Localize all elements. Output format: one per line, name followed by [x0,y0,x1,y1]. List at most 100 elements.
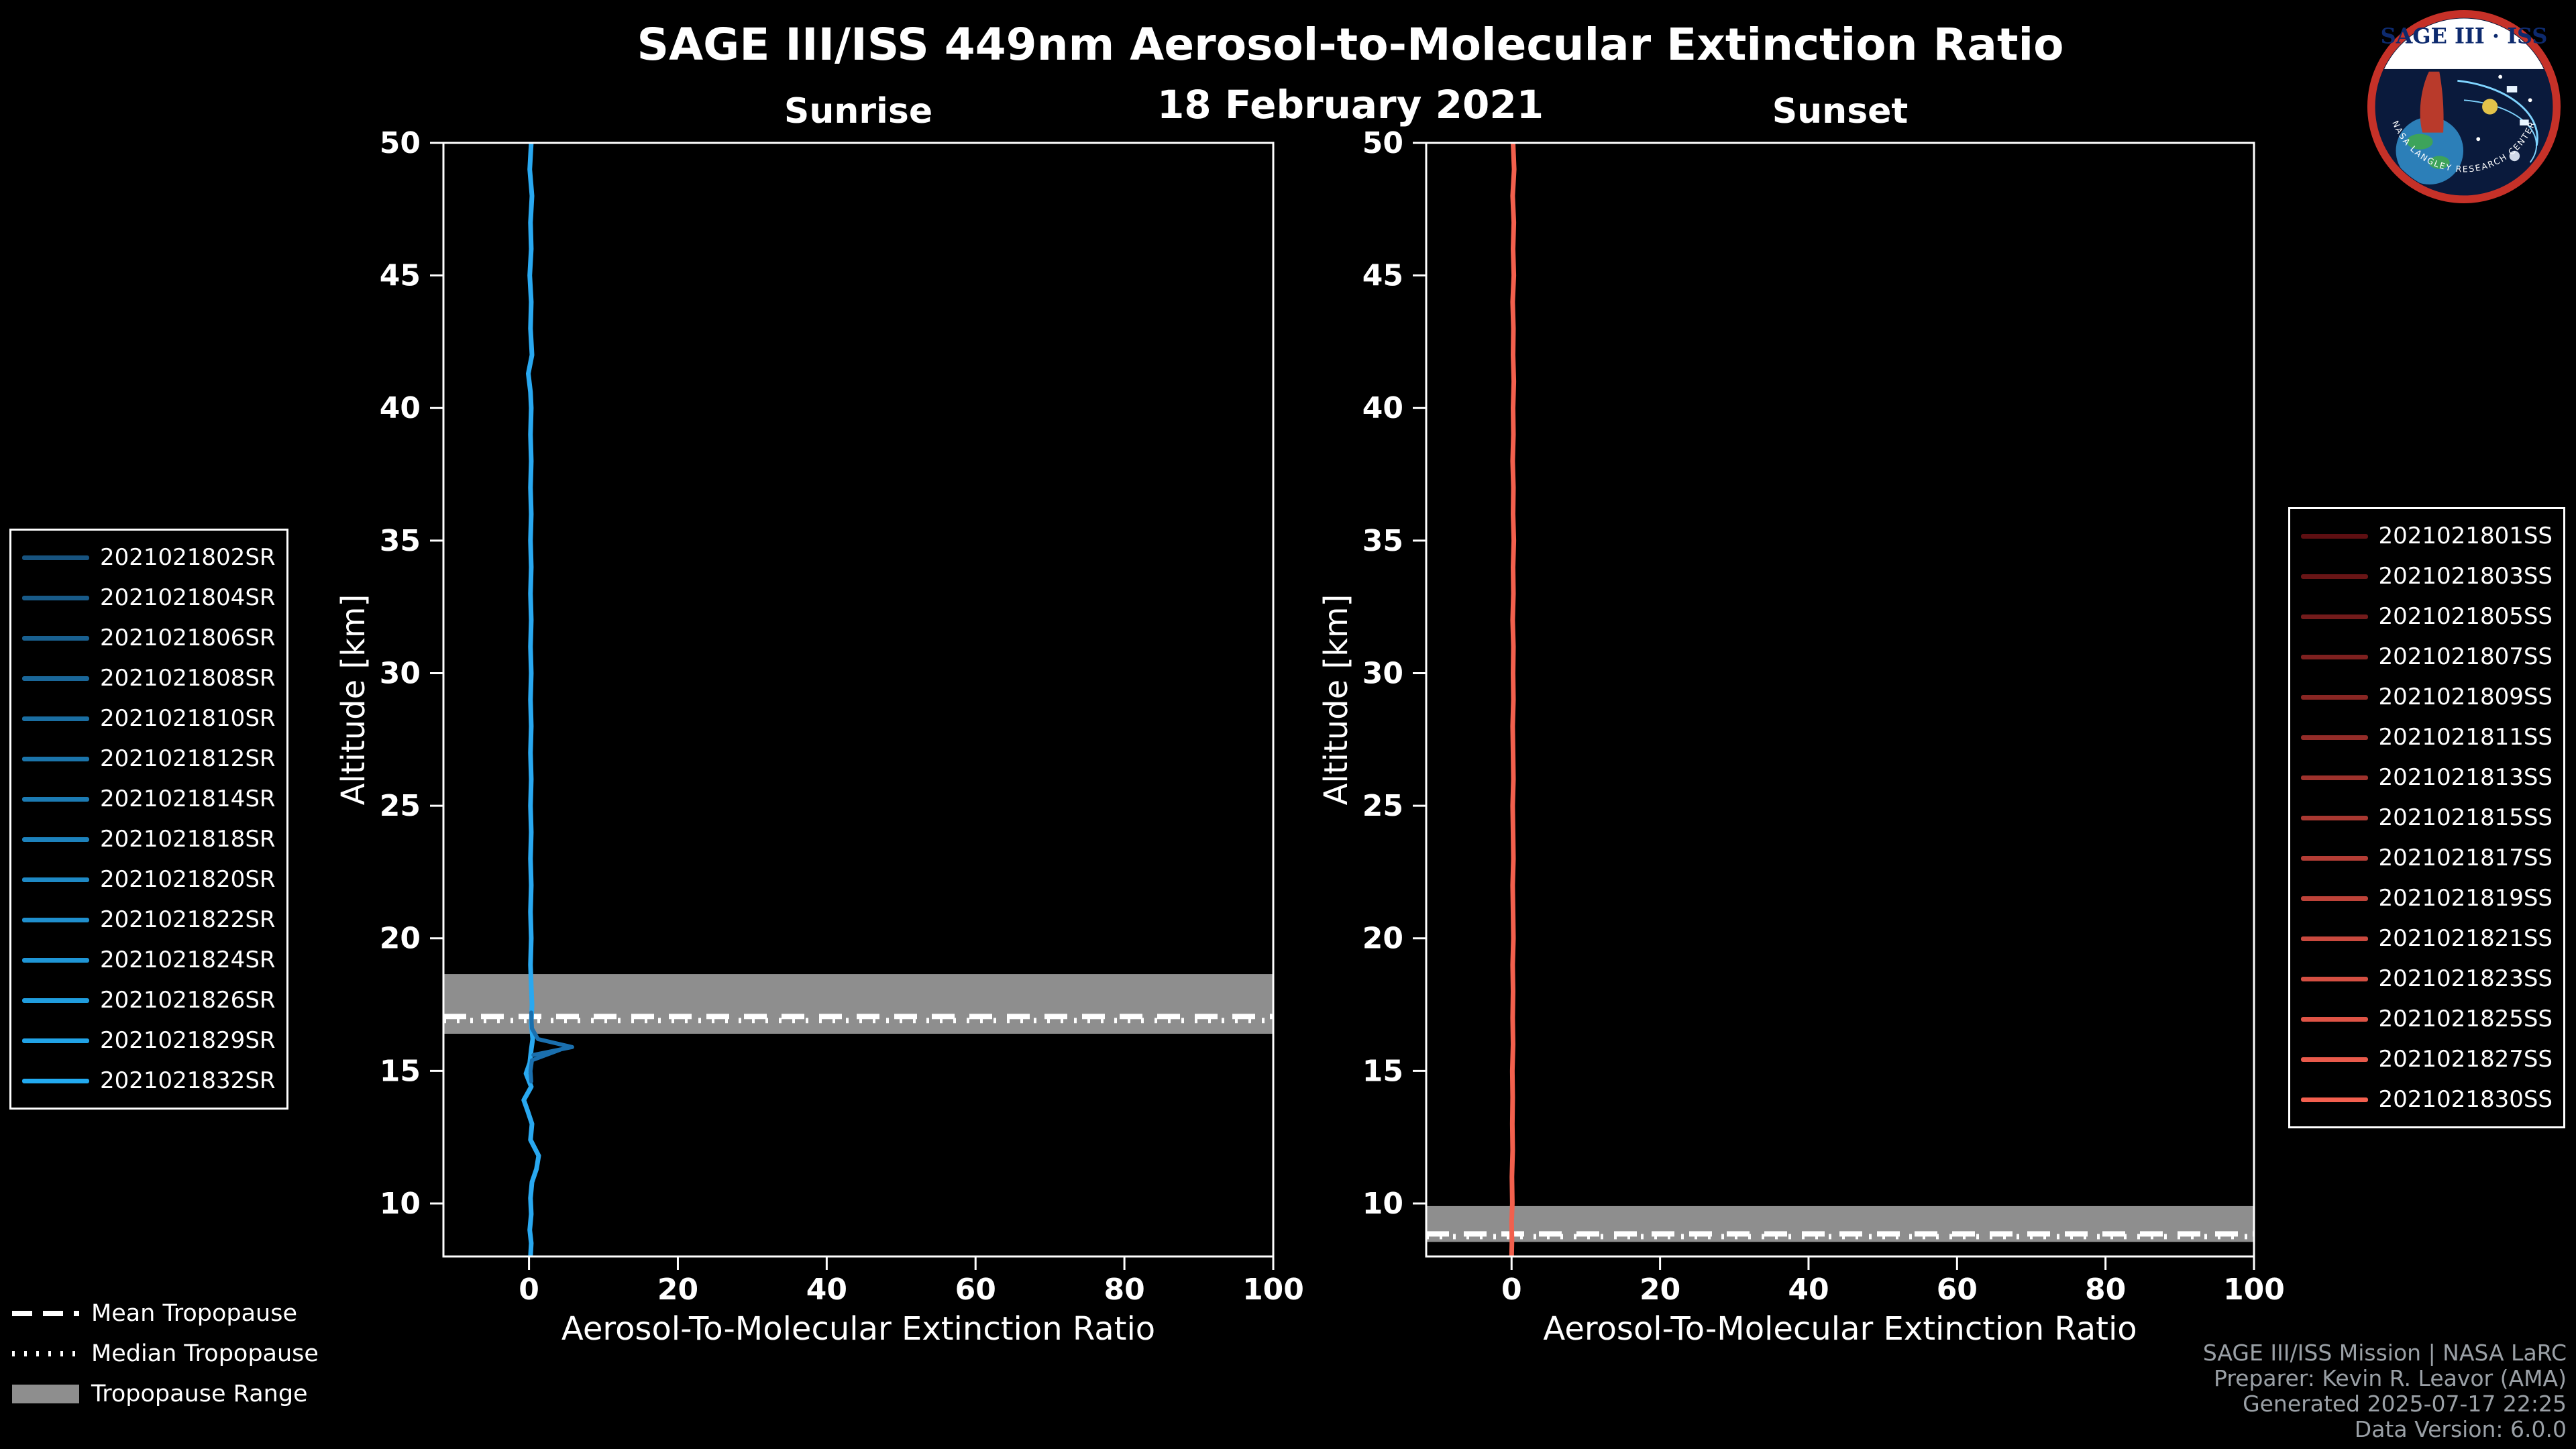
legend-event-label: 2021021808SR [100,665,276,692]
legend-item: 2021021810SR [22,698,276,739]
y-tick-label: 25 [380,789,421,823]
legend-item: 2021021802SR [22,537,276,578]
legend-item: 2021021822SR [22,900,276,940]
legend-item: 2021021807SS [2300,637,2553,677]
legend-line-swatch [22,917,89,922]
legend-item: 2021021826SR [22,980,276,1020]
legend-event-label: 2021021802SR [100,544,276,571]
legend-item: 2021021825SS [2300,999,2553,1039]
legend-item: 2021021827SS [2300,1039,2553,1079]
legend-item: 2021021832SR [22,1061,276,1101]
legend-line-swatch [2300,1057,2368,1062]
profile-overlapped-sunset-events [1509,143,1517,1256]
footer-line: SAGE III/ISS Mission | NASA LaRC [2202,1340,2567,1366]
legend-line-swatch [22,555,89,560]
legend-event-label: 2021021815SS [2378,804,2553,831]
tropopause-range-band [443,974,1273,1034]
legend-line-swatch [22,1078,89,1083]
x-tick-label: 40 [806,1273,847,1307]
tropopause-legend-item: Median Tropopause [12,1334,319,1374]
legend-item: 2021021824SR [22,940,276,980]
y-axis-label: Altitude [km] [335,594,372,806]
y-tick-label: 15 [380,1054,421,1088]
legend-item: 2021021815SS [2300,798,2553,838]
legend-line-swatch [2300,735,2368,740]
legend-item: 2021021830SS [2300,1079,2553,1120]
tropopause-legend-label: Mean Tropopause [91,1300,298,1327]
legend-event-label: 2021021801SS [2378,523,2553,549]
legend-line-swatch [2300,694,2368,700]
y-axis-label: Altitude [km] [1318,594,1355,806]
chart-title: SAGE III/ISS 449nm Aerosol-to-Molecular … [637,19,2064,70]
legend-event-label: 2021021812SR [100,745,276,772]
y-tick-label: 50 [380,126,421,160]
legend-item: 2021021829SR [22,1020,276,1061]
x-tick-label: 20 [657,1273,698,1307]
tropopause-legend-item: Mean Tropopause [12,1293,319,1334]
x-tick-label: 0 [1501,1273,1522,1307]
legend-event-label: 2021021823SS [2378,965,2553,992]
x-tick-label: 60 [1937,1273,1978,1307]
x-tick-label: 100 [1242,1273,1304,1307]
legend-line-swatch [22,635,89,641]
y-tick-label: 35 [380,524,421,558]
legend-event-label: 2021021819SS [2378,885,2553,912]
y-tick-label: 30 [380,656,421,690]
x-tick-label: 60 [955,1273,996,1307]
panel-title: Sunset [1772,91,1909,131]
footer-line: Data Version: 6.0.0 [2354,1416,2567,1442]
legend-line-swatch [2300,574,2368,579]
y-tick-label: 30 [1362,656,1403,690]
profile-overlapped-sunrise-events [521,143,541,1256]
legend-line-swatch [2300,976,2368,981]
legend-event-label: 2021021826SR [100,987,276,1014]
legend-event-label: 2021021807SS [2378,643,2553,670]
legend-event-label: 2021021824SR [100,947,276,973]
y-tick-label: 20 [1362,922,1403,956]
dashed-swatch [12,1311,79,1316]
legend-line-swatch [22,1038,89,1043]
x-tick-label: 20 [1640,1273,1680,1307]
legend-event-label: 2021021805SS [2378,603,2553,630]
legend-line-swatch [22,716,89,721]
sunset-events-legend: 2021021801SS 2021021803SS 2021021805SS 2021… [2288,507,2565,1128]
legend-line-swatch [22,998,89,1003]
x-tick-label: 0 [519,1273,539,1307]
legend-line-swatch [2300,936,2368,941]
legend-item: 2021021811SS [2300,717,2553,757]
legend-item: 2021021814SR [22,779,276,819]
y-tick-label: 40 [380,391,421,425]
legend-item: 2021021819SS [2300,878,2553,918]
y-tick-label: 40 [1362,391,1403,425]
legend-event-label: 2021021830SS [2378,1086,2553,1113]
legend-event-label: 2021021817SS [2378,845,2553,871]
legend-item: 2021021803SS [2300,556,2553,596]
panel-sunset: 0 20 40 60 80 100 10 15 20 25 30 35 40 45 50 Aerosol-To… [1318,91,2285,1348]
sage-iii-iss-logo: SAGE III · ISS NASA LANGLEY RESEARCH CEN… [2367,9,2561,204]
legend-event-label: 2021021811SS [2378,724,2553,751]
x-tick-label: 100 [2223,1273,2285,1307]
y-tick-label: 15 [1362,1054,1403,1088]
legend-line-swatch [22,957,89,963]
logo-title: SAGE III · ISS [2381,23,2548,48]
y-tick-label: 10 [380,1187,421,1221]
y-tick-label: 45 [1362,259,1403,293]
y-tick-label: 20 [380,922,421,956]
plot-frame [442,142,1275,1258]
legend-item: 2021021820SR [22,859,276,900]
tropopause-legend-label: Median Tropopause [91,1340,319,1367]
panel-sunrise: 0 20 40 60 80 100 10 15 20 25 30 35 40 45 50 Aerosol-To… [335,91,1304,1348]
tropopause-legend-label: Tropopause Range [91,1381,308,1407]
legend-event-label: 2021021825SS [2378,1006,2553,1032]
legend-line-swatch [2300,1016,2368,1022]
profile-sunrise-event-enhancement [528,1010,574,1084]
footer-line: Generated 2025-07-17 22:25 [2243,1391,2567,1417]
panel-title: Sunrise [784,91,932,131]
y-tick-label: 35 [1362,524,1403,558]
legend-event-label: 2021021810SR [100,705,276,732]
legend-item: 2021021818SR [22,819,276,859]
x-tick-label: 80 [1104,1273,1144,1307]
legend-line-swatch [2300,815,2368,820]
legend-item: 2021021813SS [2300,757,2553,798]
legend-event-label: 2021021809SS [2378,684,2553,710]
